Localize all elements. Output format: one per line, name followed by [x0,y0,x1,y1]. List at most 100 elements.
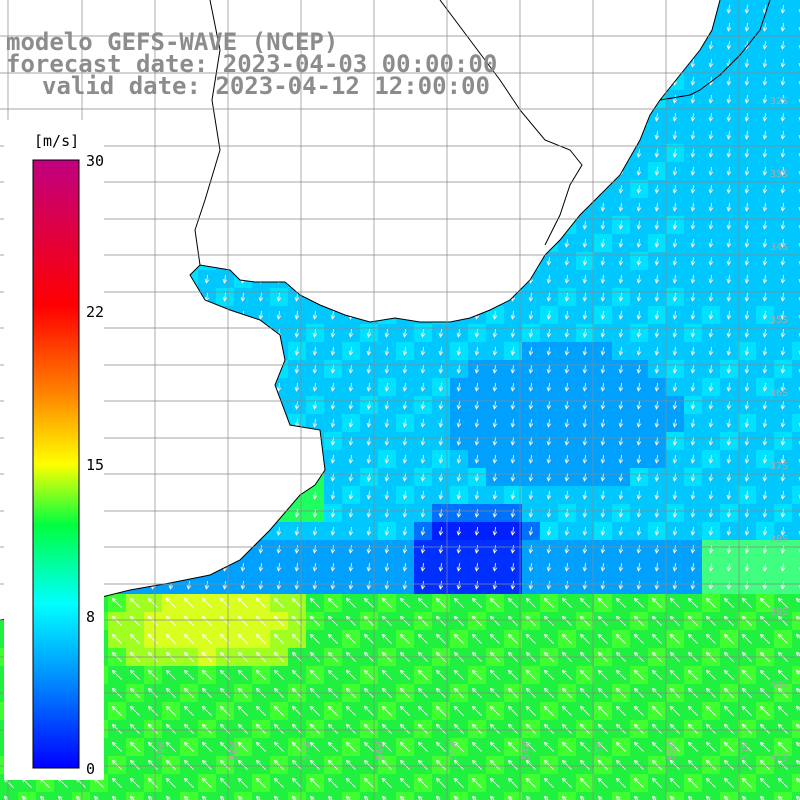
speed-cell [666,306,685,325]
wind-arrow [726,256,732,266]
wind-arrow [672,346,678,356]
wind-arrow [456,400,462,410]
wind-arrow [111,705,122,716]
speed-cell [504,414,523,433]
wind-arrow [672,310,678,320]
wind-arrow [597,705,608,716]
speed-cell [144,792,163,800]
wind-arrow [237,795,243,800]
wind-arrow [654,490,660,500]
speed-cell [486,306,505,325]
speed-cell [306,792,325,800]
wind-arrow [798,189,800,194]
speed-cell [324,414,343,433]
wind-arrow [690,472,696,482]
speed-cell [594,252,613,271]
speed-cell [630,180,649,199]
speed-cell [504,522,523,541]
wind-arrow [111,795,117,800]
speed-cell [612,540,631,559]
wind-arrow [744,94,750,104]
wind-arrow [402,364,408,374]
wind-arrow [291,723,302,734]
speed-cell [702,270,721,289]
wind-arrow [507,633,518,644]
coast-line [0,0,721,621]
speed-cell [666,450,685,469]
wind-arrow [510,454,516,464]
speed-cell [702,306,721,325]
speed-cell [684,108,703,127]
wind-arrow [618,310,624,320]
wind-arrow [147,723,158,734]
wind-arrow [561,705,572,716]
wind-arrow [615,615,626,626]
speed-cell [774,306,793,325]
speed-cell [504,432,523,451]
speed-cell [630,378,649,397]
speed-cell [612,342,631,361]
speed-cell [324,504,343,523]
wind-arrow [762,346,768,356]
wind-arrow [582,382,588,392]
wind-arrow [708,166,714,176]
speed-cell [702,324,721,343]
wind-arrow [651,615,662,626]
speed-cell [756,540,775,559]
wind-arrow [492,346,498,356]
colorbar-tick-0: 0 [86,760,96,778]
speed-cell [774,162,793,181]
wind-arrow [222,274,228,284]
wind-arrow [348,436,354,446]
speed-cell [684,72,703,91]
wind-arrow [741,777,752,788]
wind-arrow [327,759,338,770]
wind-arrow [399,705,410,716]
wind-arrow [453,633,464,644]
wind-arrow [636,382,642,392]
wind-arrow [636,526,642,536]
speed-cell [648,486,667,505]
speed-cell [720,216,739,235]
wind-arrow [618,364,624,374]
speed-cell [522,504,541,523]
wind-arrow [384,328,390,338]
speed-cell [504,342,523,361]
speed-cell [648,558,667,577]
wind-arrow [597,777,608,788]
speed-cell [468,396,487,415]
speed-cell [414,576,433,595]
wind-arrow [654,148,660,158]
speed-cell [324,576,343,595]
speed-cell [540,396,559,415]
wind-arrow [345,597,356,608]
wind-arrow [399,723,410,734]
wind-arrow [399,795,405,800]
wind-arrow [762,310,768,320]
wind-arrow [273,669,284,680]
wind-arrow [582,562,588,572]
lon-label: 52W [667,741,678,760]
wind-arrow [759,723,770,734]
wind-arrow [312,508,318,518]
speed-cell [540,270,559,289]
speed-cell [756,288,775,307]
speed-cell [666,198,685,217]
wind-arrow [798,315,800,320]
wind-arrow [708,238,714,248]
wind-arrow [726,490,732,500]
wind-arrow [543,633,554,644]
lat-label: 32S [770,96,788,107]
wind-arrow [690,562,696,572]
speed-cell [702,540,721,559]
wind-arrow [798,549,800,554]
wind-arrow [708,562,714,572]
speed-cell [576,792,595,800]
speed-cell [396,486,415,505]
speed-cell [612,216,631,235]
wind-arrow [312,580,318,590]
wind-arrow [636,400,642,410]
wind-arrow [744,544,750,554]
speed-cell [630,234,649,253]
wind-arrow [723,669,734,680]
